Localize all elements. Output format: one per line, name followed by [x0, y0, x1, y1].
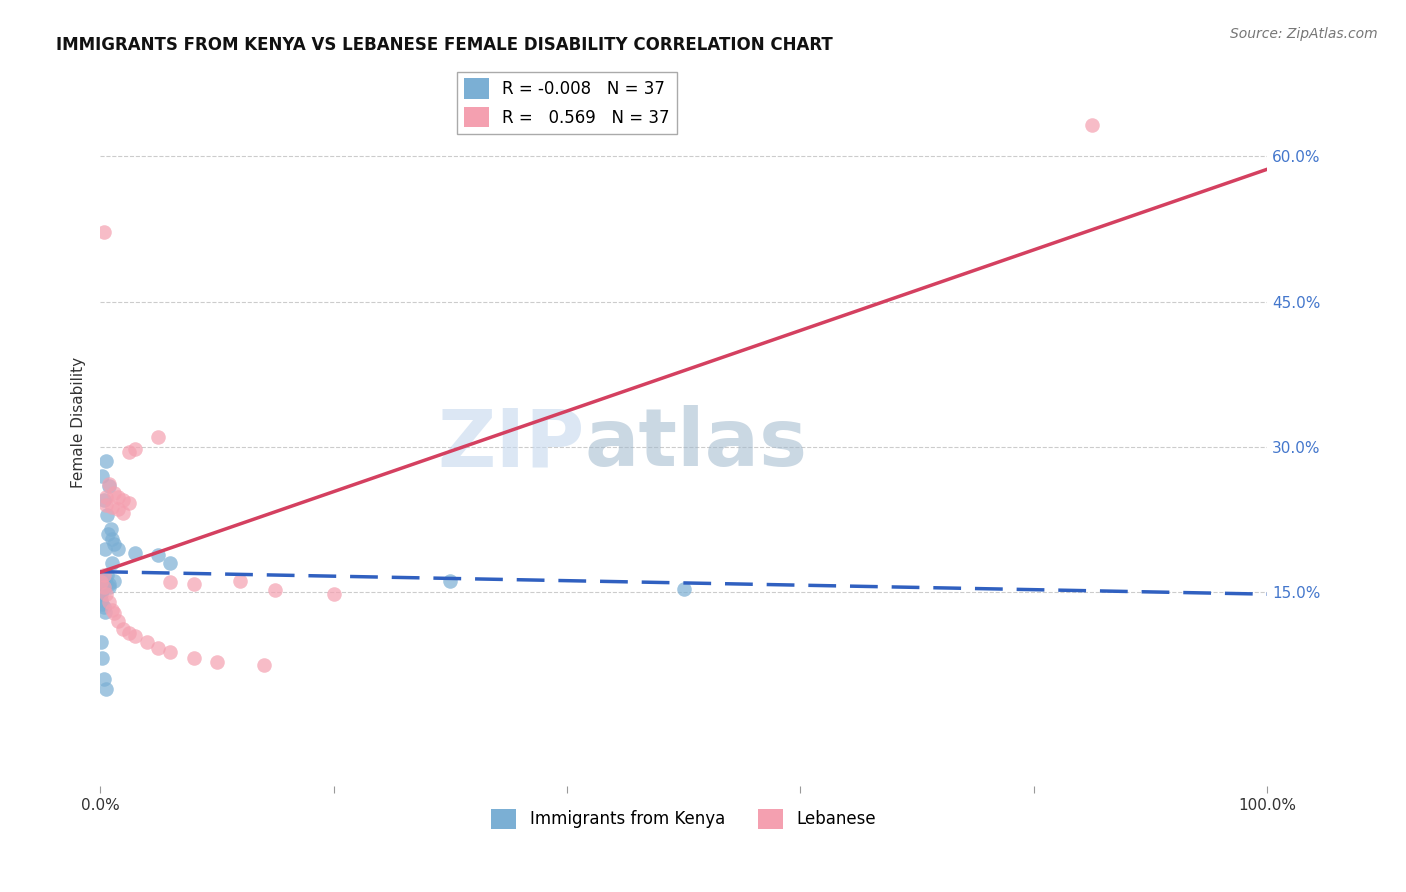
Point: [93, 599, 115, 614]
Point: [90, 571, 112, 585]
Point: [91, 651, 114, 665]
Point: [159, 575, 181, 590]
Point: [135, 635, 157, 649]
Text: atlas: atlas: [585, 406, 807, 483]
Point: [98, 580, 121, 594]
Point: [107, 614, 129, 628]
Point: [93, 673, 115, 687]
Point: [183, 577, 205, 591]
Text: ZIP: ZIP: [437, 406, 585, 483]
Point: [1081, 119, 1104, 133]
Point: [118, 625, 141, 640]
Point: [91, 583, 114, 598]
Point: [101, 532, 124, 546]
Point: [93, 574, 115, 588]
Y-axis label: Female Disability: Female Disability: [72, 357, 86, 488]
Point: [148, 430, 170, 444]
Point: [93, 580, 115, 594]
Point: [112, 493, 135, 508]
Point: [107, 490, 129, 504]
Text: IMMIGRANTS FROM KENYA VS LEBANESE FEMALE DISABILITY CORRELATION CHART: IMMIGRANTS FROM KENYA VS LEBANESE FEMALE…: [56, 36, 832, 54]
Point: [91, 575, 114, 590]
Text: Source: ZipAtlas.com: Source: ZipAtlas.com: [1230, 27, 1378, 41]
Point: [90, 635, 112, 649]
Point: [229, 574, 252, 588]
Point: [98, 577, 121, 591]
Point: [103, 486, 125, 500]
Point: [94, 454, 117, 468]
Point: [98, 476, 121, 491]
Point: [90, 587, 112, 601]
Point: [112, 622, 135, 636]
Point: [103, 607, 125, 621]
Point: [96, 508, 118, 522]
Point: [118, 444, 141, 458]
Point: [124, 442, 146, 456]
Point: [94, 490, 117, 504]
Point: [93, 225, 115, 239]
Point: [103, 574, 125, 588]
Point: [159, 645, 181, 659]
Point: [124, 629, 146, 643]
Legend: Immigrants from Kenya, Lebanese: Immigrants from Kenya, Lebanese: [485, 802, 883, 836]
Point: [98, 478, 121, 492]
Point: [118, 496, 141, 510]
Point: [100, 522, 122, 536]
Point: [124, 546, 146, 560]
Point: [96, 567, 118, 582]
Point: [90, 575, 112, 590]
Point: [672, 582, 695, 597]
Point: [205, 655, 228, 669]
Point: [91, 597, 114, 611]
Point: [93, 493, 115, 508]
Point: [93, 567, 115, 582]
Point: [148, 641, 170, 656]
Point: [94, 605, 117, 619]
Point: [90, 593, 112, 607]
Point: [183, 651, 205, 665]
Point: [439, 574, 461, 588]
Point: [93, 580, 115, 594]
Point: [112, 506, 135, 520]
Point: [91, 469, 114, 483]
Point: [101, 602, 124, 616]
Point: [252, 657, 274, 672]
Point: [107, 541, 129, 556]
Point: [94, 571, 117, 585]
Point: [98, 595, 121, 609]
Point: [322, 587, 344, 601]
Point: [94, 587, 117, 601]
Point: [94, 498, 117, 512]
Point: [264, 583, 287, 598]
Point: [101, 500, 124, 514]
Point: [94, 577, 117, 591]
Point: [94, 541, 117, 556]
Point: [94, 681, 117, 696]
Point: [148, 549, 170, 563]
Point: [101, 556, 124, 570]
Point: [97, 527, 120, 541]
Point: [103, 537, 125, 551]
Point: [107, 501, 129, 516]
Point: [159, 556, 181, 570]
